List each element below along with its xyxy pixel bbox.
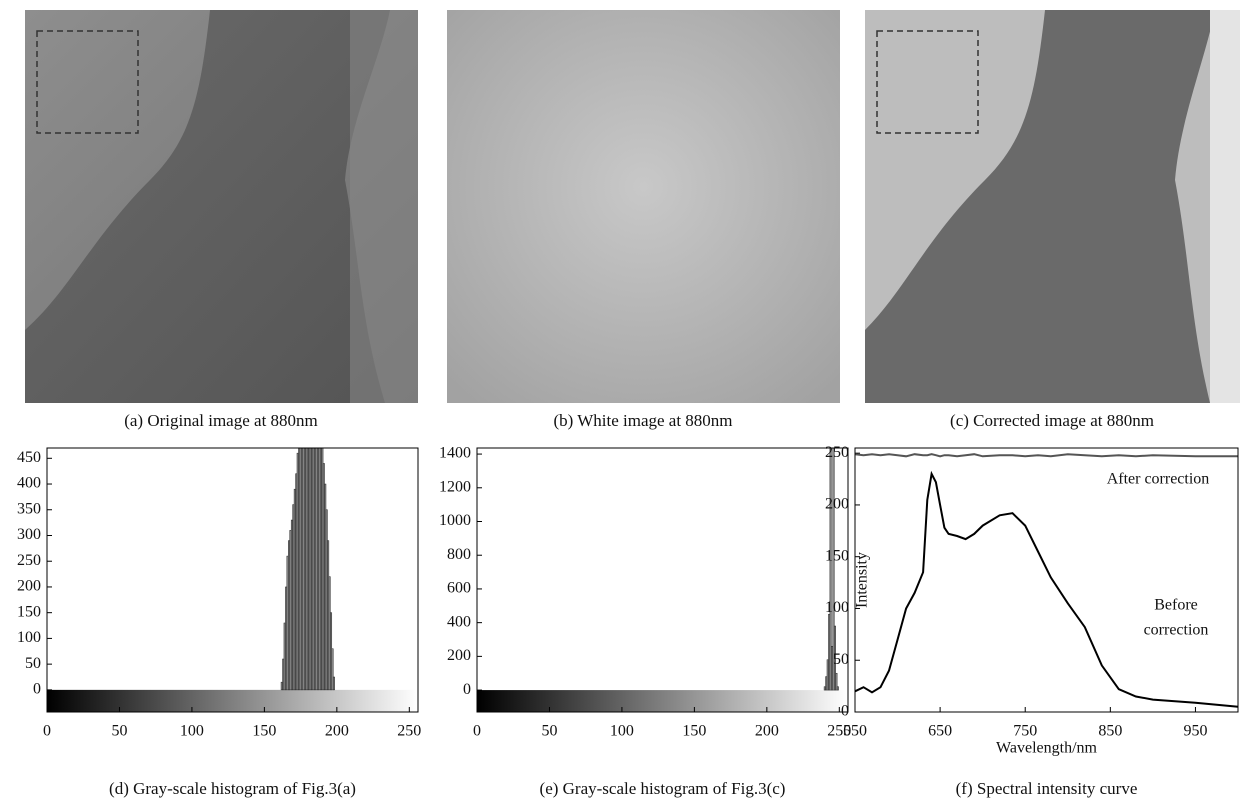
x-tick-label: 150 [252,723,276,740]
colorbar [477,690,848,712]
y-tick-label: 1200 [439,478,471,495]
bar [829,448,832,691]
x-tick-label: 100 [610,723,634,740]
image-white [447,10,840,403]
image-corrected [865,10,1240,403]
plot-frame [476,447,849,713]
image-original [25,10,418,403]
x-tick-label: 200 [755,723,779,740]
x-tick-label: 0 [43,723,51,740]
y-tick-label: 50 [833,651,849,668]
y-tick-label: 200 [825,496,849,513]
y-tick-label: 0 [463,681,471,698]
bars [823,448,839,691]
chart: 0 50 100 150 200 250 300 350 400 450 0 50 100 150 200 2… [17,447,421,798]
series-line [854,470,1239,708]
x-tick-label: 150 [682,723,706,740]
x-tick-label: 650 [928,723,952,740]
annotation: correction [1144,622,1209,639]
y-tick-label: 250 [825,444,849,461]
x-tick-label: 100 [180,723,204,740]
y-tick-label: 150 [17,603,41,620]
y-tick-label: 100 [825,599,849,616]
y-tick-label: 1000 [439,512,471,529]
y-tick-label: 600 [447,580,471,597]
x-tick-label: 0 [473,723,481,740]
bar [836,686,839,691]
annotation: After correction [1107,471,1210,488]
x-tick-label: 850 [1098,723,1122,740]
caption: (a) Original image at 880nm [124,411,318,430]
x-axis-label: Wavelength/nm [996,740,1097,757]
y-tick-label: 800 [447,546,471,563]
bar [332,676,335,691]
caption: (c) Corrected image at 880nm [950,411,1154,430]
bar [833,625,836,691]
y-tick-label: 200 [17,578,41,595]
y-tick-label: 0 [841,703,849,720]
x-tick-label: 750 [1013,723,1037,740]
plot-frame [854,447,1239,713]
annotation: Before [1154,597,1198,614]
bar [835,672,838,691]
y-tick-label: 350 [17,500,41,517]
y-tick-label: 0 [33,681,41,698]
chart-title: (f) Spectral intensity curve [956,779,1138,798]
y-tick-label: 400 [17,475,41,492]
x-tick-label: 550 [843,723,867,740]
chart-title: (d) Gray-scale histogram of Fig.3(a) [109,779,356,798]
bars [280,448,335,691]
x-tick-label: 950 [1183,723,1207,740]
x-tick-label: 250 [397,723,421,740]
y-tick-label: 1400 [439,445,471,462]
caption: (b) White image at 880nm [553,411,732,430]
chart-title: (e) Gray-scale histogram of Fig.3(c) [540,779,786,798]
bar [832,448,835,691]
plot-frame [46,447,419,713]
x-tick-label: 250 [827,723,851,740]
y-tick-label: 300 [17,526,41,543]
series-line [854,453,1238,458]
y-axis-label: Intensity [854,552,871,608]
y-tick-label: 250 [17,552,41,569]
y-tick-label: 50 [25,655,41,672]
bar [331,648,334,691]
x-tick-label: 200 [325,723,349,740]
colorbar [47,689,418,712]
y-tick-label: 400 [447,613,471,630]
y-tick-label: 450 [17,449,41,466]
x-tick-label: 50 [541,723,557,740]
x-tick-label: 50 [111,723,127,740]
y-tick-label: 200 [447,647,471,664]
y-tick-label: 150 [825,547,849,564]
y-tick-label: 100 [17,629,41,646]
